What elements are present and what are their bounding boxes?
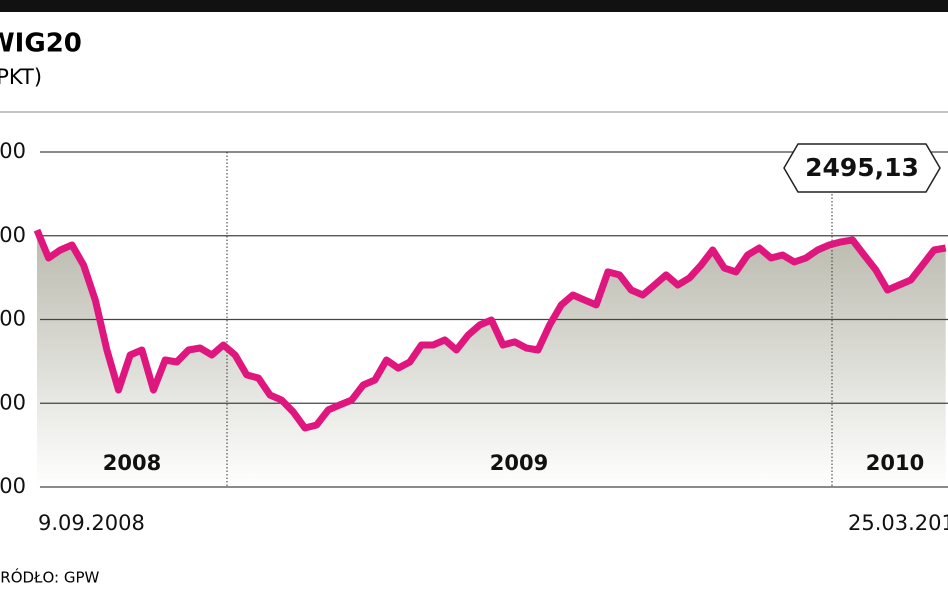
- chart-subtitle: (PKT): [0, 65, 42, 89]
- y-tick-label: 2000: [0, 307, 26, 331]
- y-tick-label: 2500: [0, 223, 26, 247]
- year-label: 2010: [866, 451, 924, 475]
- area: [37, 230, 946, 487]
- y-tick-label: 3000: [0, 139, 26, 163]
- top-bar: [0, 0, 948, 12]
- x-start-label: 9.09.2008: [38, 511, 145, 535]
- year-label: 2008: [103, 451, 161, 475]
- line: [33, 228, 947, 432]
- chart-title: WIG20: [0, 29, 82, 59]
- source: ŹRÓDŁO: GPW: [0, 568, 100, 587]
- y-tick-label: 1000: [0, 474, 26, 498]
- plot: 1000 1500 2000 2500 3000 2008 2009 2010 9.09.200…: [0, 139, 948, 535]
- annotation-label: 2495,13: [805, 153, 919, 182]
- x-end-label: 25.03.2010: [848, 511, 948, 535]
- year-label: 2009: [490, 451, 548, 475]
- annotation-box: [783, 143, 941, 193]
- y-tick-label: 1500: [0, 390, 26, 414]
